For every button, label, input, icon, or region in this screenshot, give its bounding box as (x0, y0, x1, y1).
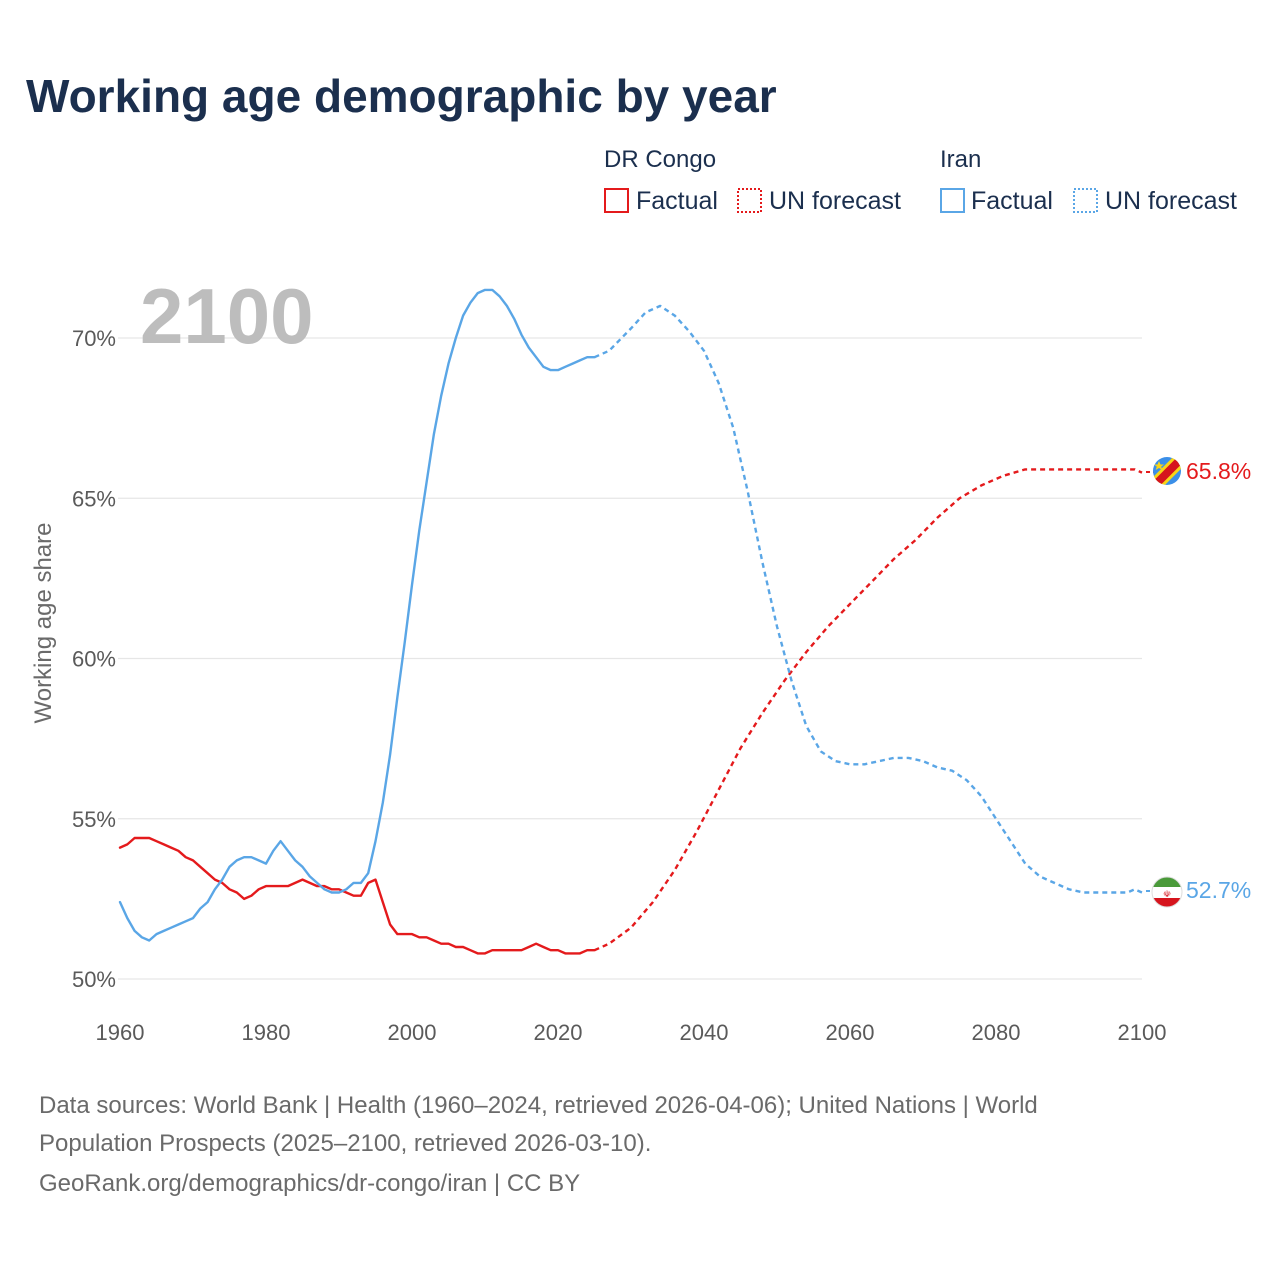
source-line-1: Data sources: World Bank | Health (1960–… (39, 1092, 1038, 1119)
legend-label-drc-forecast: UN forecast (769, 187, 901, 215)
legend-group-title-iran: Iran (940, 146, 981, 173)
svg-text:☫: ☫ (1163, 890, 1171, 900)
y-axis-label: Working age share (30, 523, 57, 724)
x-axis: 1960 1980 2000 2020 2040 2060 2080 2100 (96, 1020, 1167, 1045)
legend-group-title-drc: DR Congo (604, 146, 716, 173)
iran-end-value: 52.7% (1186, 877, 1251, 903)
legend-label-iran-factual: Factual (971, 187, 1053, 215)
x-tick-label: 2080 (972, 1020, 1021, 1045)
chart-title: Working age demographic by year (26, 70, 777, 122)
legend-label-drc-factual: Factual (636, 187, 718, 215)
source-line-3[interactable]: GeoRank.org/demographics/dr-congo/iran |… (39, 1170, 580, 1197)
series-line-iran-forecast (594, 304, 1143, 894)
series-line-iran-factual (118, 288, 596, 942)
gridlines (118, 337, 1142, 980)
y-tick-label: 55% (72, 807, 116, 832)
x-tick-label: 2040 (680, 1020, 729, 1045)
iran-flag-icon: ☫ (1151, 876, 1183, 908)
y-tick-label: 65% (72, 486, 116, 511)
x-tick-label: 2020 (534, 1020, 583, 1045)
series-line-dr-congo-forecast (594, 468, 1143, 952)
series-lines (118, 288, 1143, 955)
x-tick-label: 1980 (242, 1020, 291, 1045)
legend-swatch-drc-forecast (737, 188, 762, 213)
legend-swatch-drc-factual (604, 188, 629, 213)
end-marker-drc: 65.8% (1146, 457, 1251, 485)
year-watermark: 2100 (140, 272, 314, 360)
x-tick-label: 2100 (1118, 1020, 1167, 1045)
source-line-2: Population Prospects (2025–2100, retriev… (39, 1130, 651, 1157)
legend: DR Congo Factual UN forecast Iran Factua… (604, 146, 1237, 215)
end-marker-iran: ☫ 52.7% (1146, 876, 1251, 908)
x-tick-label: 1960 (96, 1020, 145, 1045)
x-tick-label: 2000 (388, 1020, 437, 1045)
y-tick-label: 50% (72, 967, 116, 992)
y-tick-label: 60% (72, 647, 116, 672)
dr-congo-flag-icon (1153, 457, 1181, 485)
legend-swatch-iran-factual (940, 188, 965, 213)
y-axis: 50% 55% 60% 65% 70% (72, 326, 116, 992)
drc-end-value: 65.8% (1186, 458, 1251, 484)
legend-swatch-iran-forecast (1073, 188, 1098, 213)
legend-label-iran-forecast: UN forecast (1105, 187, 1237, 215)
x-tick-label: 2060 (826, 1020, 875, 1045)
series-line-dr-congo-factual (118, 836, 596, 955)
y-tick-label: 70% (72, 326, 116, 351)
